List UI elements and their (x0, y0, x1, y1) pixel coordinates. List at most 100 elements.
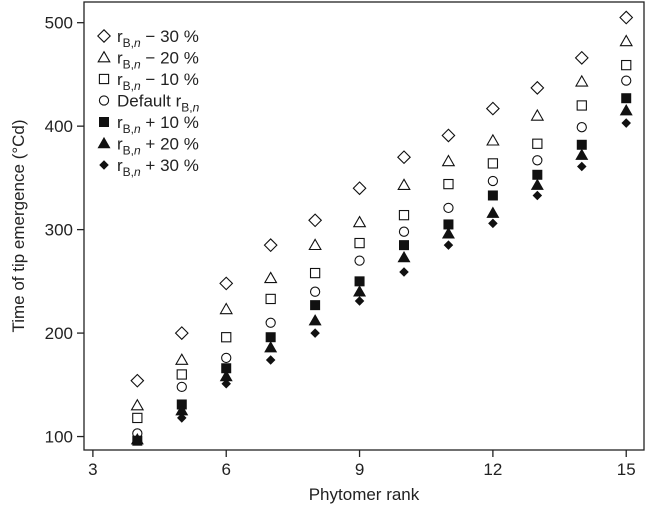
data-point (353, 182, 365, 194)
data-point (577, 101, 586, 110)
data-point (532, 110, 544, 120)
data-point (265, 342, 277, 352)
data-point (355, 238, 364, 247)
series-4 (133, 94, 631, 446)
data-point (398, 179, 410, 189)
data-point (533, 170, 542, 179)
legend-item: rB,n − 30 % (98, 27, 199, 50)
series-0 (131, 11, 632, 387)
y-tick-label: 300 (45, 221, 73, 240)
data-point (311, 287, 320, 296)
legend: rB,n − 30 %rB,n − 20 %rB,n − 10 %Default… (98, 27, 200, 179)
data-point (176, 327, 188, 339)
data-point (487, 102, 499, 114)
data-point (311, 268, 320, 277)
data-point (444, 203, 453, 212)
data-point (177, 382, 186, 391)
data-point (443, 156, 455, 166)
y-tick-label: 100 (45, 428, 73, 447)
data-point (532, 179, 544, 189)
data-point (399, 241, 408, 250)
legend-marker-icon (99, 96, 108, 105)
y-tick-label: 500 (45, 14, 73, 33)
legend-item: rB,n + 10 % (99, 113, 198, 136)
data-point (488, 176, 497, 185)
data-point (622, 94, 631, 103)
legend-item: rB,n + 20 % (98, 135, 199, 158)
y-tick-label: 200 (45, 324, 73, 343)
data-point (442, 129, 454, 141)
data-point (487, 135, 499, 145)
legend-marker-icon (100, 161, 108, 169)
legend-marker-icon (99, 117, 108, 126)
data-point (576, 52, 588, 64)
data-point (309, 214, 321, 226)
data-point (132, 400, 144, 410)
data-point (354, 286, 366, 296)
data-point (620, 11, 632, 23)
legend-label: rB,n + 10 % (117, 113, 199, 136)
data-point (398, 252, 410, 262)
data-point (266, 356, 274, 364)
data-point (311, 301, 320, 310)
legend-label: rB,n − 10 % (117, 70, 199, 93)
data-point (399, 211, 408, 220)
data-point (489, 219, 497, 227)
data-point (576, 149, 588, 159)
data-point (444, 241, 452, 249)
data-point (533, 156, 542, 165)
series-5 (132, 105, 632, 444)
legend-marker-icon (98, 52, 110, 62)
data-point (399, 227, 408, 236)
data-point (622, 76, 631, 85)
data-point (266, 333, 275, 342)
data-point (533, 139, 542, 148)
data-point (355, 297, 363, 305)
y-axis: 100 200 300 400 500 (45, 14, 84, 447)
y-tick-label: 400 (45, 117, 73, 136)
data-point (177, 370, 186, 379)
x-tick-label: 3 (88, 460, 97, 479)
data-point (488, 191, 497, 200)
data-point (222, 353, 231, 362)
data-point (620, 36, 632, 46)
series-1 (132, 36, 632, 410)
data-point (355, 256, 364, 265)
data-point (264, 239, 276, 251)
data-point (309, 239, 321, 249)
data-point (266, 318, 275, 327)
data-point (576, 76, 588, 86)
data-point (531, 82, 543, 94)
data-point (578, 162, 586, 170)
legend-item: Default rB,n (99, 92, 199, 115)
data-point (222, 333, 231, 342)
legend-marker-icon (98, 138, 110, 148)
x-tick-label: 15 (617, 460, 636, 479)
x-tick-label: 6 (221, 460, 230, 479)
data-point (176, 354, 188, 364)
data-point (220, 303, 232, 313)
data-point (311, 329, 319, 337)
data-point (620, 105, 632, 115)
data-point (265, 272, 277, 282)
x-axis: 3 6 9 12 15 (88, 450, 636, 479)
y-axis-label: Time of tip emergence (°Cd) (9, 119, 28, 332)
x-axis-label: Phytomer rank (309, 485, 420, 504)
data-point (220, 277, 232, 289)
data-point (354, 217, 366, 227)
legend-item: rB,n − 20 % (98, 49, 199, 72)
legend-marker-icon (99, 74, 108, 83)
legend-item: rB,n − 10 % (99, 70, 198, 93)
data-points (131, 11, 632, 445)
data-point (133, 413, 142, 422)
x-tick-label: 12 (483, 460, 502, 479)
data-point (577, 140, 586, 149)
data-point (444, 179, 453, 188)
data-point (622, 119, 630, 127)
data-point (266, 294, 275, 303)
data-point (533, 191, 541, 199)
data-point (355, 277, 364, 286)
x-tick-label: 9 (355, 460, 364, 479)
data-point (443, 228, 455, 238)
